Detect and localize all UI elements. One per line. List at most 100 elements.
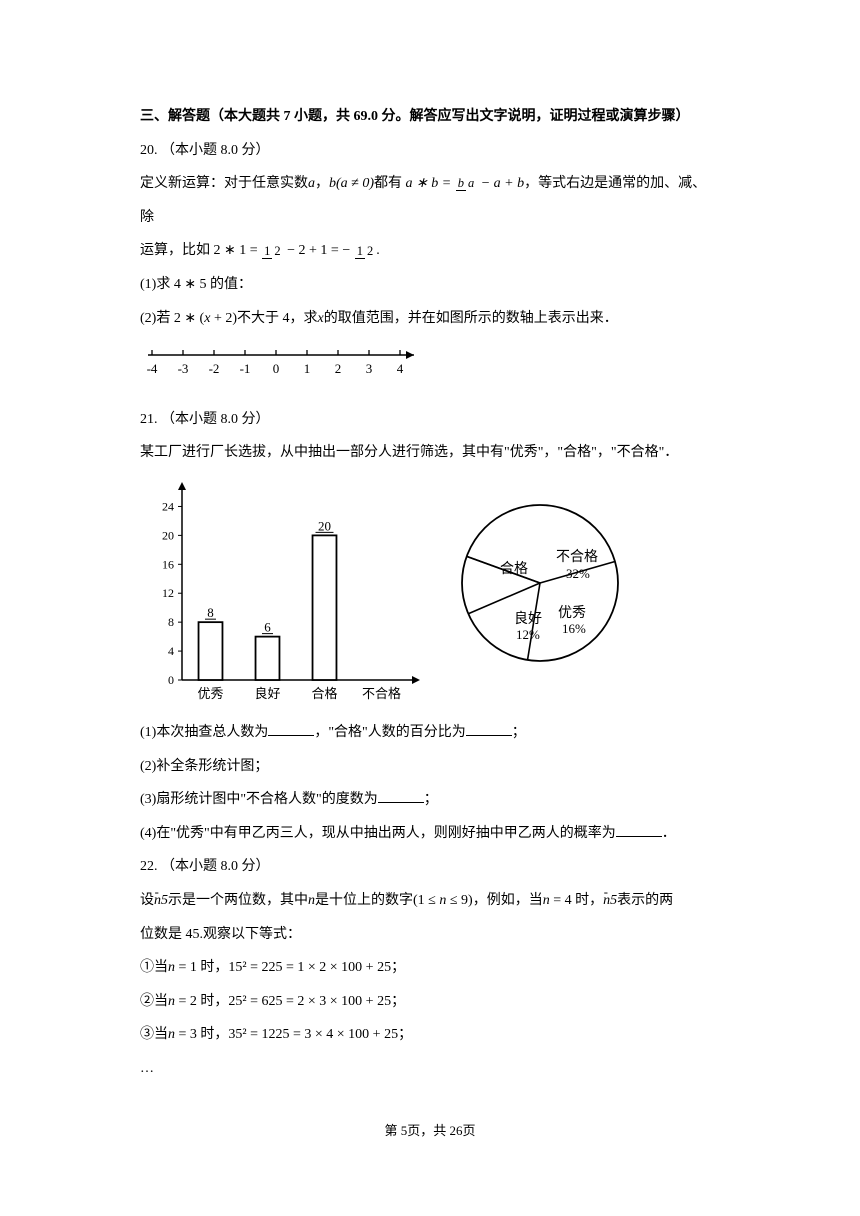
q21-sub1: (1)本次抽查总人数为 ，"合格"人数的百分比为 ； — [140, 716, 720, 750]
svg-text:0: 0 — [273, 361, 280, 376]
text: 页 — [463, 1123, 476, 1138]
text: 第 — [384, 1123, 400, 1138]
text: 的取值范围，并在如图所示的数轴上表示出来． — [324, 311, 618, 326]
svg-text:8: 8 — [168, 615, 174, 629]
svg-text:32%: 32% — [566, 566, 590, 581]
q22-header: 22. （本小题 8.0 分） — [140, 850, 720, 884]
q22-eq3: ③当n = 3 时，35² = 1225 = 3 × 4 × 100 + 25； — [140, 1018, 720, 1052]
svg-text:良好: 良好 — [514, 611, 542, 627]
q20-header: 20. （本小题 8.0 分） — [140, 134, 720, 168]
q22-points: （本小题 8.0 分） — [161, 859, 270, 874]
text: 页，共 — [407, 1123, 449, 1138]
q21-num: 21. — [140, 412, 158, 427]
text: = 4 时， — [550, 893, 603, 908]
q22-ellipsis: … — [140, 1052, 720, 1086]
text: = 1 时，15² = 225 = 1 × 2 × 100 + 25； — [175, 960, 405, 975]
svg-text:16: 16 — [162, 557, 174, 571]
svg-text:不合格: 不合格 — [556, 549, 598, 565]
q22-eq2: ②当n = 2 时，25² = 625 = 2 × 3 × 100 + 25； — [140, 985, 720, 1019]
svg-text:2: 2 — [335, 361, 342, 376]
q20-line1: 定义新运算：对于任意实数a，b(a ≠ 0)都有 a ∗ b = ba − a … — [140, 167, 720, 234]
q22-line1: 设n5示是一个两位数，其中n是十位上的数字(1 ≤ n ≤ 9)，例如，当n =… — [140, 884, 720, 918]
svg-text:4: 4 — [397, 361, 404, 376]
expr: a ∗ b = — [406, 176, 452, 191]
svg-text:12%: 12% — [516, 627, 540, 642]
svg-text:-4: -4 — [147, 361, 158, 376]
svg-text:4: 4 — [168, 644, 174, 658]
text: 表示的两 — [617, 893, 673, 908]
text: ； — [424, 792, 438, 807]
svg-text:-1: -1 — [240, 361, 251, 376]
svg-text:16%: 16% — [562, 621, 586, 636]
expr: 2 ∗ 1 = — [214, 243, 258, 258]
q21-sub3: (3)扇形统计图中"不合格人数"的度数为 ； — [140, 783, 720, 817]
text: = 2 时，25² = 625 = 2 × 3 × 100 + 25； — [175, 994, 405, 1009]
q20-points: （本小题 8.0 分） — [161, 143, 270, 158]
text: ，"合格"人数的百分比为 — [314, 725, 465, 740]
text: 示是一个两位数，其中 — [168, 893, 308, 908]
svg-text:-2: -2 — [209, 361, 220, 376]
svg-text:12: 12 — [162, 586, 174, 600]
frac-num: 1 — [355, 244, 365, 259]
svg-text:8: 8 — [207, 605, 214, 620]
q22-eq1: ①当n = 1 时，15² = 225 = 1 × 2 × 100 + 25； — [140, 951, 720, 985]
q20-num: 20. — [140, 143, 158, 158]
q21-sub4: (4)在"优秀"中有甲乙丙三人，现从中抽出两人，则刚好抽中甲乙两人的概率为． — [140, 817, 720, 851]
text: = 3 时，35² = 1225 = 3 × 4 × 100 + 25； — [175, 1027, 412, 1042]
text: 设 — [140, 893, 154, 908]
text: ， — [315, 176, 329, 191]
svg-text:合格: 合格 — [500, 561, 528, 577]
svg-text:6: 6 — [264, 620, 271, 635]
text: ． — [662, 826, 676, 841]
expr: − 2 + 1 = − — [287, 243, 350, 258]
fraction: 12 — [354, 245, 377, 258]
svg-text:-3: -3 — [178, 361, 189, 376]
frac-num: 1 — [262, 244, 272, 259]
svg-text:24: 24 — [162, 499, 174, 513]
svg-text:不合格: 不合格 — [362, 686, 401, 701]
frac-den: 2 — [272, 244, 282, 258]
q22-num: 22. — [140, 859, 158, 874]
text: b(a ≠ 0) — [329, 176, 374, 191]
fraction: 12 — [261, 245, 284, 258]
page-total: 26 — [450, 1123, 463, 1138]
number-line: -4-3-2-101234 — [140, 341, 720, 397]
svg-text:优秀: 优秀 — [558, 605, 586, 621]
section-header: 三、解答题（本大题共 7 小题，共 69.0 分。解答应写出文字说明，证明过程或… — [140, 100, 720, 134]
blank — [268, 719, 314, 736]
svg-text:合格: 合格 — [311, 686, 337, 701]
fraction: ba — [455, 177, 478, 190]
q20-line2: 运算，比如 2 ∗ 1 = 12 − 2 + 1 = − 12. — [140, 234, 720, 268]
svg-text:良好: 良好 — [254, 686, 280, 701]
q20-sub2: (2)若 2 ∗ (x + 2)不大于 4，求x的取值范围，并在如图所示的数轴上… — [140, 302, 720, 336]
text: 都有 — [374, 176, 402, 191]
page-footer: 第 5页，共 26页 — [140, 1115, 720, 1146]
q22-line2: 位数是 45.观察以下等式： — [140, 918, 720, 952]
expr: − a + b — [481, 176, 524, 191]
q21-sub2: (2)补全条形统计图； — [140, 750, 720, 784]
pie-chart: 合格 不合格32% 优秀16% 良好12% — [440, 483, 640, 683]
q21-intro: 某工厂进行厂长选拔，从中抽出一部分人进行筛选，其中有"优秀"，"合格"，"不合格… — [140, 436, 720, 470]
bar-chart-svg: 048121620248优秀6良好20合格不合格 — [140, 478, 420, 708]
bar-chart: 048121620248优秀6良好20合格不合格 — [140, 478, 420, 708]
q21-points: （本小题 8.0 分） — [161, 412, 270, 427]
svg-text:0: 0 — [168, 673, 174, 687]
q20-sub1: (1)求 4 ∗ 5 的值： — [140, 268, 720, 302]
text: (2)若 2 ∗ ( — [140, 311, 204, 326]
text: (3)扇形统计图中"不合格人数"的度数为 — [140, 792, 378, 807]
q21-header: 21. （本小题 8.0 分） — [140, 403, 720, 437]
text: + 2)不大于 4，求 — [210, 311, 317, 326]
frac-num: b — [456, 176, 466, 191]
blank — [466, 719, 512, 736]
text: (1)本次抽查总人数为 — [140, 725, 268, 740]
text: ； — [512, 725, 526, 740]
text: 运算，比如 — [140, 243, 210, 258]
text: 是十位上的数字(1 ≤ — [315, 893, 439, 908]
svg-text:20: 20 — [162, 528, 174, 542]
text: . — [376, 243, 380, 258]
frac-den: 2 — [365, 244, 375, 258]
frac-den: a — [466, 176, 476, 190]
svg-text:3: 3 — [366, 361, 373, 376]
number-line-svg: -4-3-2-101234 — [140, 341, 420, 383]
blank — [616, 820, 662, 837]
